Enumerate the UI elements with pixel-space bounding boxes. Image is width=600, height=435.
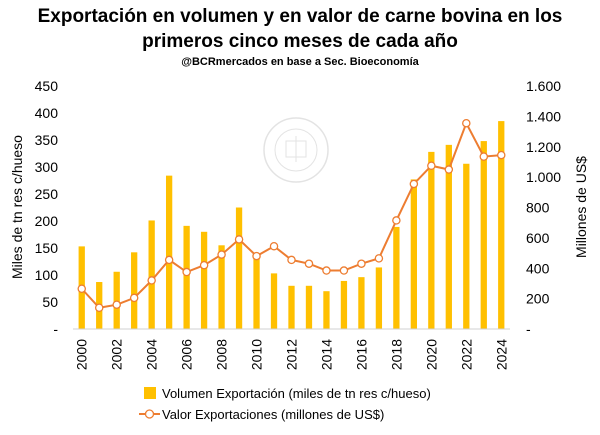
- bar-2011: [270, 273, 278, 329]
- line-point-2015: [339, 266, 349, 275]
- legend-swatch-volumen: [144, 387, 156, 399]
- line-point-2004: [147, 276, 156, 285]
- bar-2017: [375, 267, 383, 329]
- y-tick-left: 300: [35, 159, 59, 175]
- line-path: [81, 120, 502, 309]
- line-point-2020: [427, 161, 436, 170]
- x-tick-label: 2014: [318, 339, 334, 370]
- line-point-2008: [217, 250, 226, 259]
- y-tick-left: 400: [35, 105, 59, 121]
- y-tick-right: 200: [526, 291, 550, 307]
- line-point-2012: [287, 255, 296, 265]
- bar-2004: [148, 220, 155, 329]
- x-tick-label: 2020: [423, 339, 439, 370]
- y-tick-right: 800: [526, 200, 550, 216]
- axes: - 50 100 150 200 250 300 350 400 450 - 200 400 600 800…: [35, 78, 562, 370]
- x-tick-label: 2006: [179, 339, 195, 370]
- line-point-2005: [164, 255, 174, 265]
- bar-2007: [200, 231, 208, 329]
- bar-2006: [183, 225, 190, 329]
- line-point-2018: [392, 216, 401, 225]
- bar-2020: [428, 151, 435, 329]
- legend-marker-valor: [144, 409, 155, 419]
- line-point-2003: [129, 293, 139, 303]
- legend-label-volumen: Volumen Exportación (miles de tn res c/h…: [162, 386, 431, 401]
- bar-series: [78, 121, 505, 329]
- line-point-2000: [77, 284, 86, 293]
- y-tick-left: 350: [35, 132, 59, 148]
- line-point-2001: [94, 303, 104, 312]
- bar-2009: [235, 207, 243, 329]
- bar-2008: [218, 245, 225, 329]
- x-tick-label: 2002: [109, 339, 125, 370]
- line-point-2024: [497, 150, 506, 160]
- x-tick-label: 2010: [249, 339, 265, 370]
- x-tick-label: 2022: [458, 339, 474, 370]
- bar-2002: [113, 271, 120, 329]
- y-tick-right: 1.400: [526, 108, 561, 124]
- y-axis-label-left: Miles de tn res c/hueso: [9, 135, 25, 279]
- y-tick-left: 250: [35, 186, 59, 202]
- y-tick-right: 1.600: [526, 78, 561, 94]
- line-point-2022: [462, 118, 471, 128]
- bar-2014: [323, 291, 330, 329]
- bar-2024: [498, 121, 505, 329]
- line-point-2016: [357, 259, 366, 268]
- y-tick-left: 150: [35, 240, 59, 256]
- x-tick-label: 2008: [214, 339, 230, 370]
- y-tick-left: 200: [35, 213, 59, 229]
- y-tick-left: -: [53, 321, 58, 337]
- x-tick-label: 2012: [284, 339, 300, 370]
- y-tick-left: 450: [35, 78, 59, 94]
- line-point-2017: [374, 254, 384, 263]
- line-point-2011: [269, 241, 279, 251]
- y-axis-label-right: Millones de US$: [573, 156, 589, 258]
- bar-2023: [480, 141, 487, 329]
- line-series: [77, 118, 506, 312]
- x-tick-label: 2004: [144, 339, 160, 370]
- x-tick-label: 2018: [388, 339, 404, 370]
- bar-2015: [340, 280, 348, 329]
- watermark-seal: [263, 117, 329, 183]
- y-tick-right: 1.000: [526, 169, 561, 185]
- line-point-2007: [199, 260, 209, 270]
- line-point-2013: [304, 259, 314, 268]
- bar-2010: [253, 257, 260, 329]
- bar-2003: [131, 252, 138, 329]
- line-point-2021: [444, 165, 454, 174]
- line-point-2023: [479, 152, 489, 161]
- line-point-2002: [112, 300, 121, 309]
- bar-2012: [288, 285, 295, 329]
- y-tick-right: 400: [526, 260, 550, 276]
- bar-2013: [305, 285, 313, 329]
- y-tick-right: 1.200: [526, 139, 561, 155]
- legend-label-valor: Valor Exportaciones (millones de US$): [162, 407, 384, 422]
- y-tick-right: 600: [526, 230, 550, 246]
- chart-subtitle: @BCRmercados en base a Sec. Bioeconomía: [181, 56, 419, 68]
- legend: Volumen Exportación (miles de tn res c/h…: [139, 386, 431, 422]
- y-tick-left: 100: [35, 267, 59, 283]
- chart-title-line1: Exportación en volumen y en valor de car…: [37, 6, 563, 27]
- bar-2022: [463, 163, 470, 329]
- x-tick-label: 2024: [493, 339, 509, 370]
- chart-title-line2: primeros cinco meses de cada año: [142, 31, 458, 52]
- bar-2019: [410, 179, 417, 329]
- x-tick-label: 2000: [74, 339, 90, 370]
- line-point-2019: [409, 179, 419, 189]
- bar-2021: [445, 144, 452, 329]
- x-tick-label: 2016: [353, 339, 369, 370]
- bar-2016: [358, 277, 365, 329]
- bar-2005: [165, 175, 173, 329]
- line-point-2006: [182, 267, 191, 277]
- y-tick-left: 50: [42, 294, 58, 310]
- line-point-2014: [322, 266, 331, 275]
- line-point-2010: [252, 251, 261, 261]
- y-tick-right: -: [526, 321, 531, 337]
- line-point-2009: [234, 235, 244, 244]
- bar-2018: [393, 226, 400, 329]
